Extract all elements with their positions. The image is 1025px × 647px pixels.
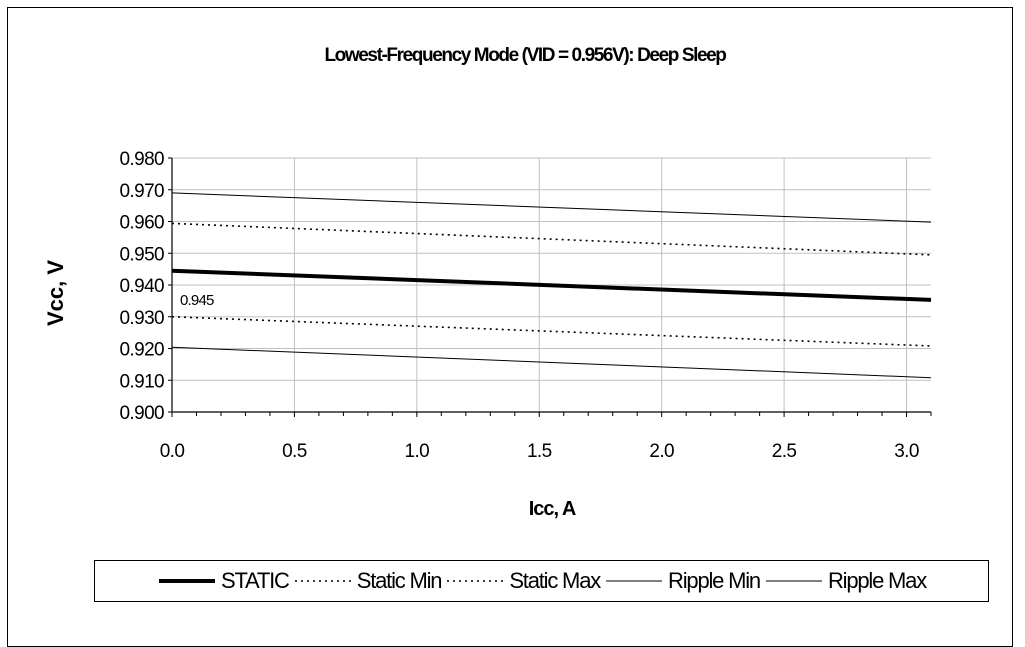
legend-swatch: [447, 580, 504, 582]
legend-swatch: [765, 580, 822, 582]
legend-label: Ripple Max: [827, 568, 927, 593]
series-line-ripple-max: [171, 192, 932, 223]
legend-swatch: [294, 580, 351, 582]
x-tick-label: 0.0: [160, 441, 185, 462]
x-axis-label: Icc, A: [529, 498, 576, 520]
y-tick-label: 0.900: [119, 403, 164, 424]
y-tick-label: 0.930: [119, 308, 164, 329]
data-label-annotation: 0.945: [180, 292, 214, 309]
series-line-ripple-min: [171, 346, 932, 379]
y-tick-label: 0.970: [119, 181, 164, 202]
legend-item-static-max: Static Max: [445, 568, 601, 594]
y-tick-label: 0.910: [119, 371, 164, 392]
y-tick-label: 0.950: [119, 244, 164, 265]
legend-label: Static Min: [356, 568, 443, 593]
legend-item-static-min: Static Min: [293, 568, 443, 594]
y-tick-label: 0.940: [119, 276, 164, 297]
legend-label: STATIC: [220, 568, 290, 593]
chart-svg: Lowest-Frequency Mode (VID = 0.956V): De…: [43, 45, 932, 520]
legend-swatch: [158, 579, 215, 583]
legend-item-ripple-min: Ripple Min: [604, 568, 761, 594]
series-line-static: [171, 268, 932, 302]
y-tick-label: 0.920: [119, 340, 164, 361]
ticks: 0.900 0.910 0.920 0.930 0.940 0.950 0.960 0.970…: [119, 149, 932, 462]
x-tick-label: 0.5: [282, 441, 307, 462]
y-tick-label: 0.980: [119, 149, 164, 170]
legend-swatch: [606, 580, 663, 582]
y-tick-label: 0.960: [119, 213, 164, 234]
series-line-static-min: [171, 315, 932, 347]
x-tick-label: 1.5: [527, 441, 552, 462]
legend-label: Static Max: [509, 568, 601, 593]
legend: STATIC Static Min Static Max Ripple Min Ripp…: [94, 560, 989, 602]
legend-item-static: STATIC: [157, 568, 290, 594]
legend-item-ripple-max: Ripple Max: [764, 568, 927, 594]
legend-label: Ripple Min: [668, 568, 761, 593]
grid: [172, 157, 931, 412]
x-tick-label: 2.5: [772, 441, 797, 462]
x-tick-label: 3.0: [894, 441, 919, 462]
chart-frame: Lowest-Frequency Mode (VID = 0.956V): De…: [7, 7, 1013, 647]
x-tick-label: 1.0: [405, 441, 430, 462]
series-line-static-max: [171, 222, 932, 256]
series-lines: [171, 192, 932, 379]
y-axis-label: Vcc, V: [43, 260, 68, 326]
x-tick-label: 2.0: [649, 441, 674, 462]
chart-title: Lowest-Frequency Mode (VID = 0.956V): De…: [324, 45, 726, 66]
